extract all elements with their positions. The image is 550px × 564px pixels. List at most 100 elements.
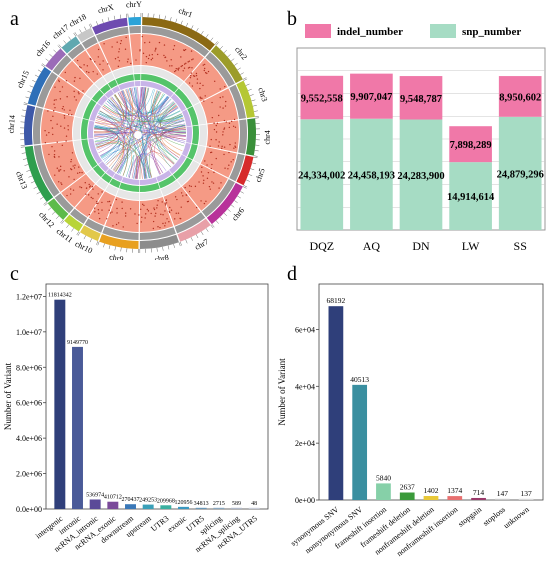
snp-point [211, 102, 212, 103]
snp-point [189, 185, 190, 186]
chromosome-label: chr11 [55, 227, 75, 245]
snp-point [178, 69, 179, 70]
snp-point [121, 40, 122, 41]
panel-label-c: c [10, 263, 19, 285]
snp-point [205, 72, 206, 73]
chromosome-tick [108, 17, 109, 21]
snp-point [119, 60, 120, 61]
bar [376, 483, 391, 500]
snp-point [205, 201, 206, 202]
snp-point [216, 131, 217, 132]
chromosome-label: chrY [126, 0, 143, 9]
snp-point [79, 186, 80, 187]
snp-point [110, 205, 111, 206]
bar-value-label: 1374 [447, 486, 462, 495]
snp-point [188, 67, 189, 68]
snp-point [101, 209, 102, 210]
chromosome-tick [30, 86, 34, 88]
snp-point [175, 196, 176, 197]
snp-point [139, 50, 140, 51]
snp-point [52, 134, 53, 135]
snp-point [118, 222, 119, 223]
chromosome-label: chr10 [74, 239, 94, 255]
snp-point [154, 50, 155, 51]
y-axis-label: Number of Variant [277, 358, 287, 426]
snp-point [203, 180, 204, 181]
snp-point [116, 199, 117, 200]
snp-point [56, 124, 57, 125]
snp-point [62, 108, 63, 109]
snp-point [59, 91, 60, 92]
snp-point [155, 49, 156, 50]
bar [231, 508, 242, 509]
snp-point [146, 62, 147, 63]
circos-plot: a chr1chr2chr3chr4chr5chr6chr7chr8chr9ch… [0, 0, 275, 260]
chromosome-tick [254, 156, 258, 157]
snp-point [64, 170, 65, 171]
snp-point [75, 99, 76, 100]
snp-point [80, 67, 81, 68]
snp-point [199, 88, 200, 89]
panel-label-d: d [287, 263, 297, 285]
snp-point [142, 204, 143, 205]
snp-point [64, 115, 65, 116]
snp-point [184, 68, 185, 69]
y-tick-label: 8.0e+06 [16, 363, 42, 372]
snp-point [97, 73, 98, 74]
snp-point [196, 75, 197, 76]
snp-point [233, 126, 234, 127]
y-tick-label: 6.0e+06 [16, 399, 42, 408]
snp-point [225, 101, 226, 102]
snp-point [231, 121, 232, 122]
bar-value-label: 40513 [350, 375, 369, 384]
chromosome-tick [246, 84, 250, 86]
snp-point [219, 106, 220, 107]
bar-value-label: 11814342 [48, 293, 72, 299]
snp-point [51, 146, 52, 147]
snp-point [98, 213, 99, 214]
chromosome-tick [250, 94, 254, 95]
snp-point [125, 37, 126, 38]
chromosome-tick [52, 212, 55, 215]
snp-point [79, 66, 80, 67]
y-tick-label: 6e+04 [295, 325, 315, 334]
density-track [238, 119, 247, 153]
chromosome-tick [240, 191, 243, 193]
snp-point [61, 184, 62, 185]
chromosome-tick [26, 97, 30, 98]
snp-point [235, 142, 236, 143]
snp-point [54, 86, 55, 87]
bar [125, 504, 136, 509]
snp-point [153, 207, 154, 208]
snp-point [116, 42, 117, 43]
chromosome-tick [80, 29, 82, 32]
snp-point [54, 157, 55, 158]
snp-point [197, 82, 198, 83]
snp-point [157, 200, 158, 201]
snp-point [186, 194, 187, 195]
snp-point [216, 158, 217, 159]
snp-point [142, 36, 143, 37]
bar [54, 300, 65, 509]
snp-point [230, 161, 231, 162]
snp-point [103, 43, 104, 44]
chromosome-tick [234, 200, 237, 202]
snp-point [166, 202, 167, 203]
snp-point [127, 61, 128, 62]
snp-point [74, 167, 75, 168]
snp-point [118, 66, 119, 67]
chromosome-tick [84, 27, 86, 31]
snp-point [77, 172, 78, 173]
snp-point [87, 65, 88, 66]
chromosome-tick [243, 78, 247, 80]
snp-point [189, 67, 190, 68]
bar [107, 502, 118, 509]
chromosome-tick [255, 118, 259, 119]
y-tick-label: 2.0e+06 [16, 470, 42, 479]
snp-point [153, 221, 154, 222]
chromosome-tick [196, 28, 198, 31]
snp-point [224, 127, 225, 128]
snp-point [91, 197, 92, 198]
snp-point [162, 214, 163, 215]
chromosome-label: chr3 [256, 86, 269, 102]
